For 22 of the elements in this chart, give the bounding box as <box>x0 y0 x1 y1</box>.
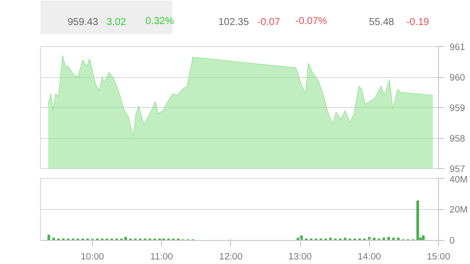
y-tick-label: 960 <box>450 72 466 82</box>
x-tick-label: 13:00 <box>288 252 312 262</box>
text: 102.35 <box>218 17 250 28</box>
x-tick-label: 12:00 <box>219 252 243 262</box>
y-tick-label: 961 <box>450 42 466 52</box>
text: 3.02 <box>106 17 126 28</box>
y-tick-label: 20M <box>450 204 468 214</box>
x-tick-label: 11:00 <box>150 252 173 262</box>
text: 959.43 <box>68 17 99 28</box>
y-tick-label: 40M <box>450 174 468 184</box>
x-tick-label: 10:00 <box>80 252 104 262</box>
text: -0.19 <box>406 17 430 28</box>
text: 55.48 <box>369 17 395 28</box>
y-tick-label: 959 <box>450 103 466 113</box>
text: -0.07 <box>257 17 281 28</box>
y-tick-label: 0 <box>450 236 455 246</box>
y-tick-label: 958 <box>450 134 466 144</box>
text: 0.32% <box>146 16 174 27</box>
text: -0.07% <box>295 16 328 27</box>
x-tick-label: 15:00 <box>426 252 450 262</box>
x-tick-label: 14:00 <box>358 252 381 262</box>
y-tick-label: 957 <box>450 164 466 174</box>
